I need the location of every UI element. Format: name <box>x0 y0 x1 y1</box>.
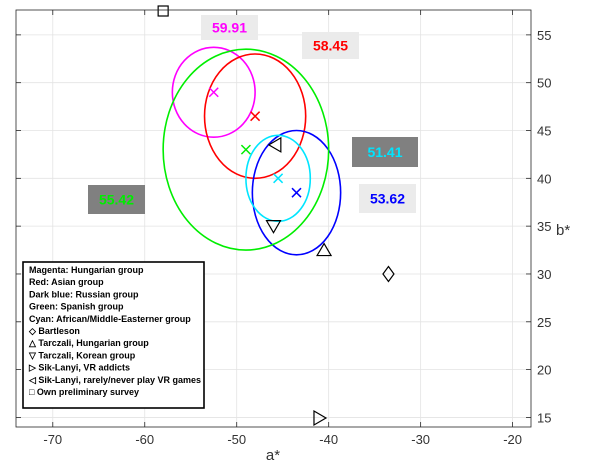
y-tick-label: 35 <box>537 219 551 234</box>
legend-entry: Dark blue: Russian group <box>29 289 139 299</box>
grid <box>16 10 531 427</box>
axis-ticks: -70 -60 -50 -40 -30 -20 15 20 25 30 35 40 45 50 55 <box>16 10 551 447</box>
legend-entry: Cyan: African/Middle-Easterner group <box>29 314 191 324</box>
value-label-text: 58.45 <box>313 38 348 54</box>
group-center-cross <box>240 144 251 155</box>
y-tick-label: 55 <box>537 28 551 43</box>
triangle-down-marker <box>265 220 282 234</box>
group-ellipse <box>251 129 342 256</box>
triangle-right-marker <box>313 409 328 427</box>
x-tick-label: -70 <box>43 432 62 447</box>
value-label-text: 55.42 <box>99 192 134 208</box>
group-ellipses <box>162 46 342 256</box>
plot-frame <box>15 9 532 428</box>
cross-stroke <box>291 187 302 198</box>
cross-stroke <box>240 144 251 155</box>
legend: Magenta: Hungarian group Red: Asian group… <box>22 261 205 409</box>
value-label-text: 59.91 <box>212 20 247 36</box>
square-marker <box>157 5 169 17</box>
legend-box <box>22 261 205 409</box>
x-tick-label: -60 <box>135 432 154 447</box>
legend-entry: ◁ Sik-Lanyi, rarely/never play VR games <box>28 375 201 385</box>
triangle-left-marker <box>267 136 282 153</box>
legend-entry: Green: Spanish group <box>29 302 124 312</box>
x-tick-label: -20 <box>503 432 522 447</box>
legend-entry: ▷ Sik-Lanyi, VR addicts <box>28 363 130 373</box>
legend-entry: Magenta: Hungarian group <box>29 265 144 275</box>
value-label-text: 51.41 <box>367 144 402 160</box>
group-center-cross <box>208 87 219 98</box>
y-tick-label: 30 <box>537 267 551 282</box>
y-axis-title: b* <box>556 222 570 239</box>
x-tick-label: -30 <box>411 432 430 447</box>
y-tick-label: 20 <box>537 363 551 378</box>
group-centers <box>208 87 302 198</box>
x-tick-label: -40 <box>319 432 338 447</box>
value-label-text: 53.62 <box>370 191 405 207</box>
group-center-cross <box>250 111 261 122</box>
legend-entry: ▽ Tarczali, Korean group <box>28 350 136 360</box>
group-center-cross <box>291 187 302 198</box>
legend-entry: ◇ Bartleson <box>28 326 80 336</box>
value-label-box <box>352 137 418 167</box>
legend-entry: □ Own preliminary survey <box>29 387 139 397</box>
cross-stroke <box>208 87 219 98</box>
value-label-box <box>201 15 258 40</box>
y-tick-label: 50 <box>537 76 551 91</box>
x-axis-title: a* <box>266 447 280 464</box>
reference-markers <box>157 5 395 427</box>
y-tick-label: 40 <box>537 171 551 186</box>
y-tick-label: 45 <box>537 124 551 139</box>
value-label-box <box>359 184 416 213</box>
value-label-box <box>302 32 359 59</box>
group-ellipse <box>203 53 307 180</box>
cross-stroke <box>250 111 261 122</box>
cross-stroke <box>273 173 284 184</box>
legend-entry: △ Tarczali, Hungarian group <box>28 338 149 348</box>
y-tick-label: 25 <box>537 315 551 330</box>
x-tick-label: -50 <box>227 432 246 447</box>
group-ellipse <box>162 48 330 251</box>
legend-entries: Magenta: Hungarian group Red: Asian group… <box>28 265 201 397</box>
y-tick-label: 15 <box>537 410 551 425</box>
group-ellipse <box>245 134 312 223</box>
triangle-up-marker <box>316 242 333 257</box>
group-ellipse <box>171 46 256 139</box>
value-label-box <box>88 185 145 214</box>
legend-entry: Red: Asian group <box>29 277 104 287</box>
value-labels: 59.91 58.45 53.62 55.42 51.41 <box>88 15 418 214</box>
group-center-cross <box>273 173 284 184</box>
diamond-marker <box>382 265 395 283</box>
